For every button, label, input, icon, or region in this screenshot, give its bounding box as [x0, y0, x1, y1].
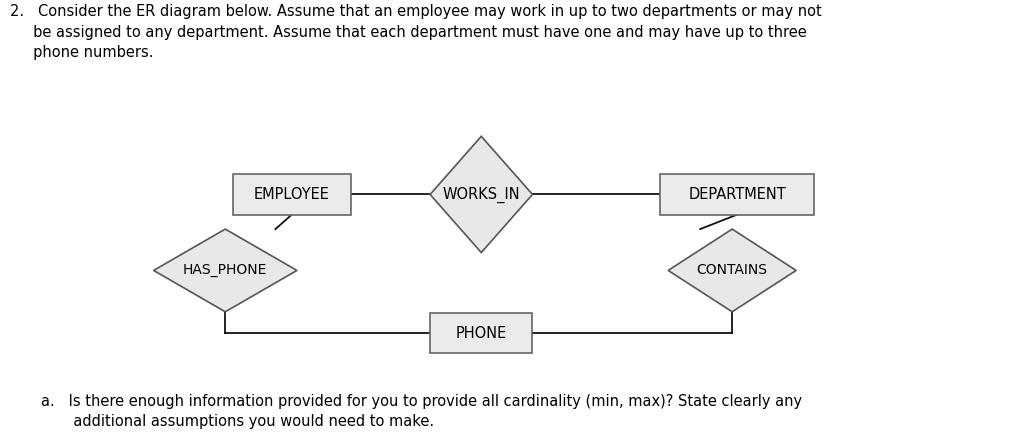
Text: a.   Is there enough information provided for you to provide all cardinality (mi: a. Is there enough information provided … — [41, 394, 802, 429]
FancyBboxPatch shape — [430, 313, 532, 353]
Text: EMPLOYEE: EMPLOYEE — [254, 187, 330, 202]
Text: CONTAINS: CONTAINS — [696, 263, 768, 278]
Text: PHONE: PHONE — [456, 325, 507, 341]
Text: 2.   Consider the ER diagram below. Assume that an employee may work in up to tw: 2. Consider the ER diagram below. Assume… — [10, 4, 822, 60]
Polygon shape — [154, 229, 297, 312]
Polygon shape — [430, 136, 532, 253]
Text: DEPARTMENT: DEPARTMENT — [688, 187, 786, 202]
Text: HAS_PHONE: HAS_PHONE — [183, 263, 267, 278]
Polygon shape — [668, 229, 797, 312]
FancyBboxPatch shape — [660, 174, 814, 215]
FancyBboxPatch shape — [232, 174, 350, 215]
Text: WORKS_IN: WORKS_IN — [442, 186, 520, 202]
